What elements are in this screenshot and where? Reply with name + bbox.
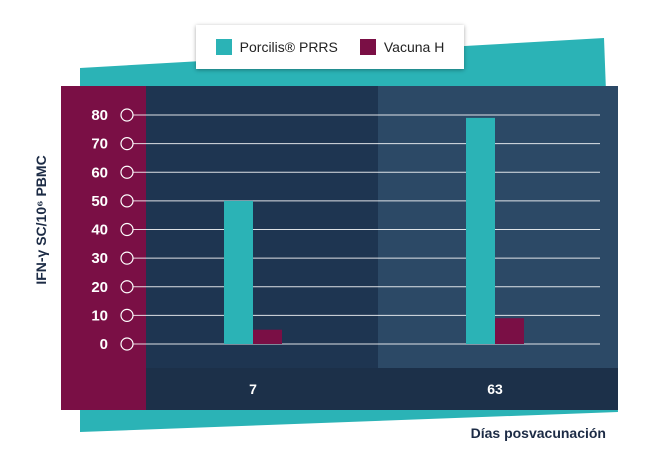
bars	[224, 117, 524, 344]
y-tick-label: 60	[91, 164, 108, 181]
x-tick-label: 7	[249, 381, 257, 397]
tick-marker	[120, 222, 134, 237]
legend-swatch-vacuna-h	[359, 39, 376, 55]
y-axis-panel	[61, 86, 146, 410]
tick-marker	[120, 251, 134, 265]
legend-label-vacuna-h: Vacuna H	[383, 39, 445, 55]
y-tick-label: 10	[91, 307, 108, 324]
tick-marker	[120, 337, 134, 351]
y-tick-label: 0	[100, 336, 108, 353]
bar	[253, 329, 282, 344]
y-ticks: 0 10 20 30 40 50 60 70 80	[91, 107, 134, 353]
y-tick-label: 20	[91, 279, 108, 296]
tick-marker	[120, 280, 134, 294]
bar	[495, 318, 524, 344]
legend: Porcilis® PRRS Vacuna H	[196, 25, 464, 69]
tick-marker	[120, 165, 134, 179]
legend-item-vacuna-h: Vacuna H	[359, 39, 445, 55]
plot-area-left	[146, 86, 378, 368]
legend-label-porcilis: Porcilis® PRRS	[239, 39, 338, 55]
category-band	[146, 368, 618, 410]
bar	[466, 117, 495, 344]
y-tick-label: 50	[91, 193, 108, 210]
tick-marker	[120, 194, 134, 208]
bar	[224, 200, 253, 344]
y-axis-label: IFN-γ SC/10⁶ PBMC	[33, 155, 49, 284]
y-tick-label: 30	[91, 250, 108, 267]
tick-marker	[120, 108, 134, 122]
y-tick-label: 40	[91, 222, 108, 239]
x-ticks: 7 63	[249, 381, 503, 397]
tick-marker	[120, 137, 134, 151]
legend-item-porcilis: Porcilis® PRRS	[215, 39, 338, 55]
tick-marker	[120, 308, 134, 322]
x-tick-label: 63	[487, 381, 503, 397]
x-axis-label: Días posvacunación	[471, 425, 606, 441]
y-tick-label: 80	[91, 107, 108, 124]
y-tick-label: 70	[91, 136, 108, 153]
legend-swatch-porcilis	[215, 39, 232, 55]
